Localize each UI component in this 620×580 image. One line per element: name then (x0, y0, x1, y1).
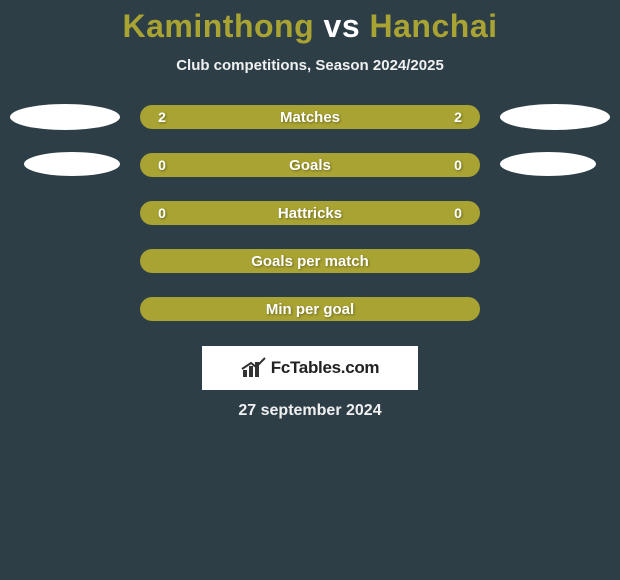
stat-label: Goals per match (251, 253, 369, 270)
stat-right-value: 0 (450, 157, 466, 173)
bar-chart-icon (241, 357, 267, 379)
logo-text: FcTables.com (271, 358, 380, 378)
stat-pill: 2 Matches 2 (140, 105, 480, 129)
stat-row-goals-per-match: Goals per match (0, 248, 620, 274)
stat-row-matches: 2 Matches 2 (0, 104, 620, 130)
comparison-card: Kaminthong vs Hanchai Club competitions,… (0, 0, 620, 420)
player2-name: Hanchai (370, 8, 498, 44)
player2-badge-oval (500, 104, 610, 130)
title-vs: vs (324, 8, 361, 44)
page-title: Kaminthong vs Hanchai (0, 8, 620, 45)
stat-label: Min per goal (266, 301, 354, 318)
player2-badge-oval-small (500, 152, 596, 176)
stat-left-value: 0 (154, 205, 170, 221)
player1-badge-oval (10, 104, 120, 130)
stat-row-goals: 0 Goals 0 (0, 152, 620, 178)
stat-pill: Min per goal (140, 297, 480, 321)
stat-label: Goals (289, 157, 331, 174)
stat-label: Matches (280, 109, 340, 126)
stat-left-value: 2 (154, 109, 170, 125)
player1-badge-oval-small (24, 152, 120, 176)
stat-right-value: 2 (450, 109, 466, 125)
stat-label: Hattricks (278, 205, 342, 222)
stat-left-value: 0 (154, 157, 170, 173)
stat-pill: 0 Goals 0 (140, 153, 480, 177)
date-label: 27 september 2024 (0, 402, 620, 420)
subtitle: Club competitions, Season 2024/2025 (0, 57, 620, 74)
stat-row-hattricks: 0 Hattricks 0 (0, 200, 620, 226)
stat-row-min-per-goal: Min per goal (0, 296, 620, 322)
player1-name: Kaminthong (123, 8, 315, 44)
stat-pill: Goals per match (140, 249, 480, 273)
stat-pill: 0 Hattricks 0 (140, 201, 480, 225)
source-logo: FcTables.com (202, 346, 418, 390)
stat-right-value: 0 (450, 205, 466, 221)
